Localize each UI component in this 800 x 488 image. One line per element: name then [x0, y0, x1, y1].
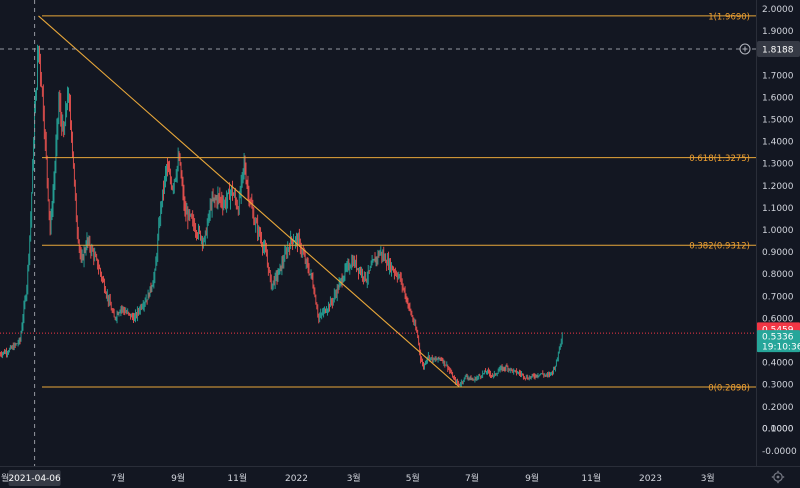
y-tick-label: 0.4000	[762, 359, 794, 369]
y-tick-label: 1.1000	[762, 204, 794, 214]
x-tick-label: 2022	[285, 474, 308, 484]
x-tick-label: 7월	[111, 472, 125, 484]
y-tick-label: 0.3000	[762, 381, 794, 391]
y-tick-label: 0.6000	[762, 314, 794, 324]
x-tick-label: 3월	[347, 472, 361, 484]
crosshair-date-tag	[8, 470, 61, 486]
x-tick-label: 7월	[465, 472, 479, 484]
y-tick-label: 0.1000	[762, 425, 794, 435]
y-tick-label: 2.0000	[762, 5, 794, 15]
y-tick-label: 1.4000	[762, 138, 794, 148]
fib-level-label: 0.382(0.9312)	[689, 242, 750, 252]
countdown-label: 19:10:36	[762, 343, 800, 353]
y-tick-label: 0.7000	[762, 292, 794, 302]
time-axis[interactable]	[0, 466, 800, 488]
x-tick-label: 11월	[227, 472, 247, 484]
y-tick-label: 1.0000	[762, 226, 794, 236]
y-tick-label: 0.0000	[762, 425, 794, 435]
y-tick-label: -0.0000	[762, 447, 797, 457]
candles-layer	[0, 44, 563, 387]
x-tick-label: 3월	[701, 472, 715, 484]
fib-level-label: 0(0.2898)	[708, 384, 750, 394]
fib-level-label: 1(1.9690)	[708, 12, 750, 22]
crosshair-date-label: 2021-04-06	[8, 474, 61, 484]
x-tick-label: 5월	[406, 472, 420, 484]
fib-trendline	[38, 15, 460, 388]
y-tick-label: 0.2000	[762, 403, 794, 413]
y-tick-label: 1.3000	[762, 160, 794, 170]
last-price-tag	[757, 330, 800, 353]
fibonacci-retracement[interactable]: 1(1.9690) 0.618(1.3275) 0.382(0.9312) 0(0.2…	[38, 12, 757, 394]
y-tick-label: 1.7000	[762, 71, 794, 81]
crosshair-price-label: 1.8188	[762, 46, 794, 56]
y-tick-label: 1.2000	[762, 182, 794, 192]
y-tick-label: 1.6000	[762, 93, 794, 103]
y-tick-label: 0.8000	[762, 270, 794, 280]
x-tick-label: 11월	[581, 472, 601, 484]
settings-gear-icon[interactable]	[771, 470, 785, 484]
y-tick-label: 0.9000	[762, 248, 794, 258]
last-price-label: 0.5336	[762, 333, 794, 343]
x-tick-label: 2023	[639, 474, 662, 484]
y-tick-label: 1.9000	[762, 27, 794, 37]
y-tick-label: 1.5000	[762, 116, 794, 126]
x-tick-label: 월	[1, 472, 9, 484]
x-tick-label: 9월	[525, 472, 539, 484]
price-axis[interactable]	[756, 0, 800, 488]
fib-level-label: 0.618(1.3275)	[689, 154, 750, 164]
x-tick-label: 9월	[171, 472, 185, 484]
crosshair-price-tag	[757, 41, 800, 57]
overlay-layer	[0, 0, 756, 466]
